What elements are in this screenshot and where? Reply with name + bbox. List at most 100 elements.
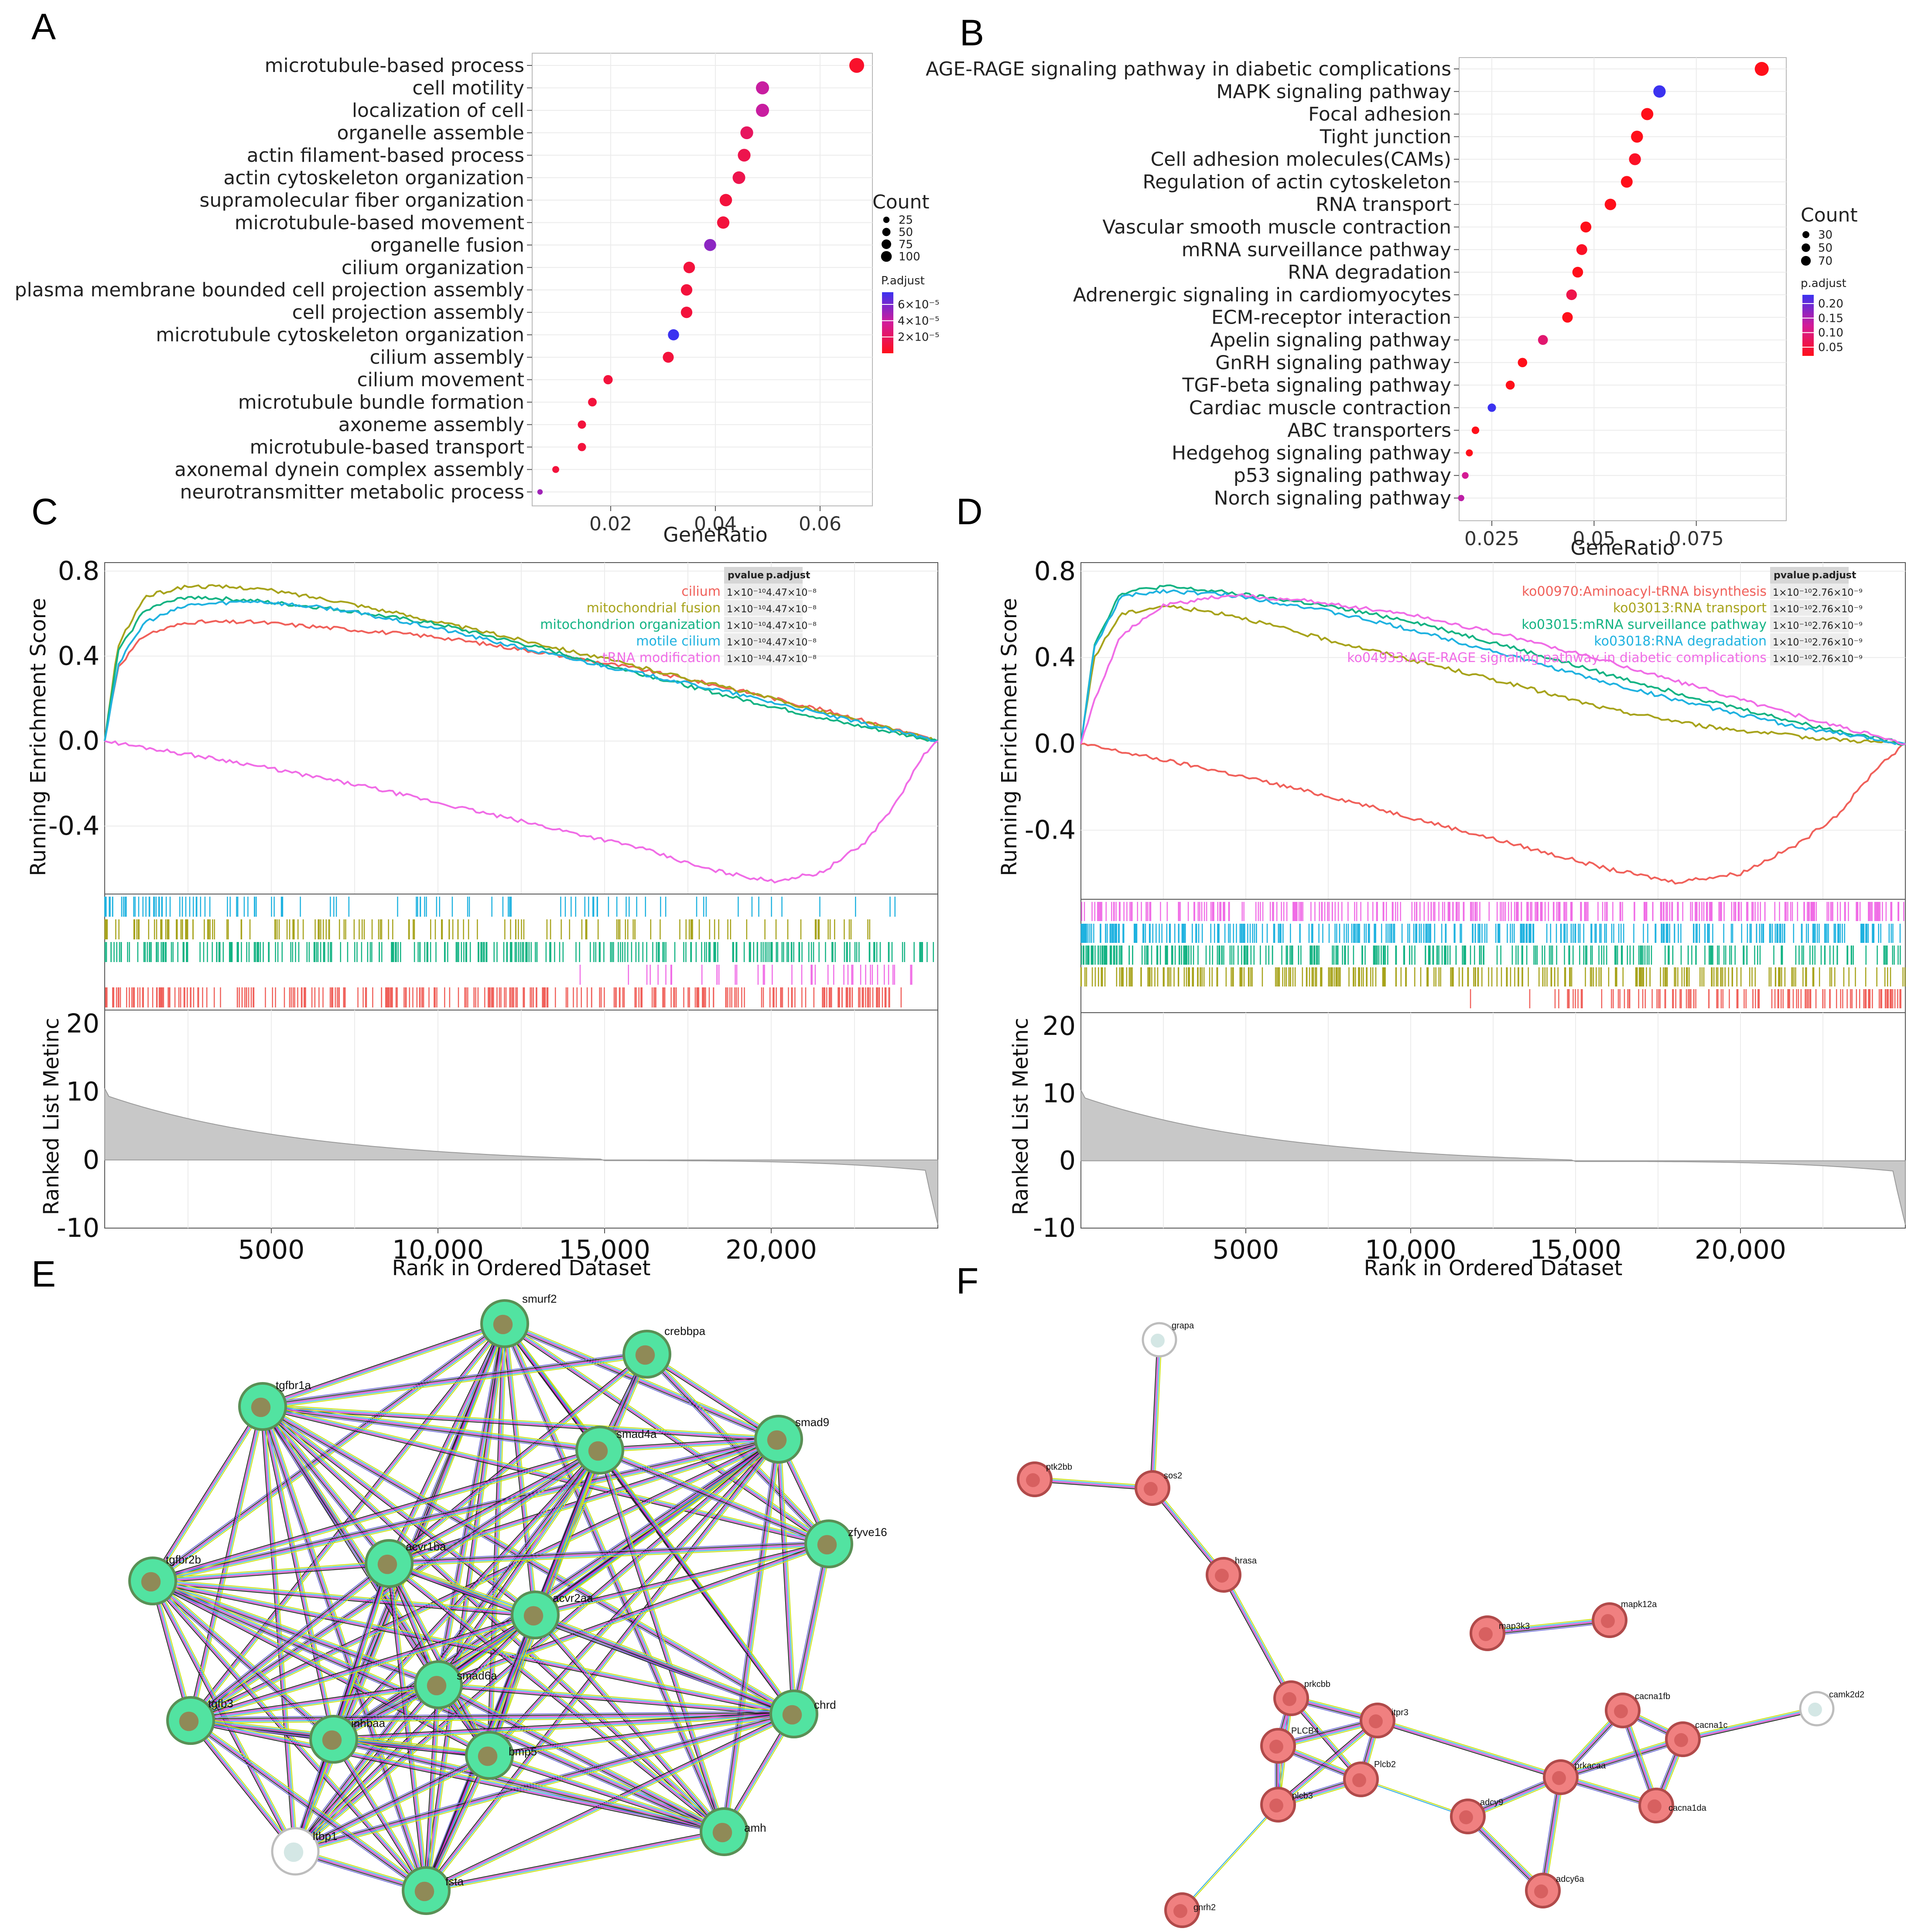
- panel-d-x-axis-title: Rank in Ordered Dataset: [1364, 1256, 1623, 1280]
- node-label-prkacaa: prkacaa: [1575, 1761, 1606, 1771]
- dot-microtubule-based-process: [849, 58, 864, 73]
- protein-structure-icon: [1269, 1799, 1283, 1813]
- dot-microtubule-based-transport: [578, 443, 586, 451]
- dot-regulation-of-actin-cytoskeleton: [1621, 176, 1633, 188]
- category-label: microtubule-based transport: [250, 436, 524, 458]
- panel-a-x-axis-title: GeneRatio: [663, 523, 768, 546]
- node-label-chrd: chrd: [814, 1698, 836, 1711]
- dot-plasma-membrane-bounded-cell-projection-assembly: [680, 284, 693, 296]
- size-legend-dot: [1802, 231, 1809, 238]
- edge-crebbpa-tgfbr1a: [262, 1353, 647, 1407]
- legend-header-padjust: p.adjust: [1812, 570, 1856, 581]
- node-label-smurf2: smurf2: [522, 1292, 557, 1305]
- panel-b-color-legend-title: p.adjust: [1801, 277, 1846, 290]
- edge-prkacaa-cacna1c: [1560, 1738, 1683, 1778]
- edge-crebbpa-smad9: [648, 1352, 780, 1438]
- node-label-adcy9: adcy9: [1480, 1798, 1503, 1807]
- edge-smad9-ltbp1: [295, 1439, 780, 1853]
- edge-smurf2-fsta: [427, 1324, 507, 1891]
- edge-smad9-ltbp1: [294, 1437, 778, 1850]
- edge-tgfbr1a-inhbaa: [260, 1406, 332, 1740]
- protein-structure-icon: [588, 1441, 608, 1461]
- edge-smad4a-tgfbr2b: [153, 1450, 600, 1582]
- dot-cardiac-muscle-contraction: [1487, 403, 1496, 412]
- edge-tgfbr1a-tgfbr2b: [154, 1407, 265, 1583]
- edge-bmp5-fsta: [426, 1755, 491, 1891]
- edge-zfyve16-acvr1ba: [389, 1540, 829, 1561]
- x-tick-label: 20,000: [725, 1235, 817, 1265]
- size-legend-label: 100: [899, 250, 920, 263]
- edge-tgfbr2b-chrd: [153, 1580, 794, 1714]
- node-label-amh: amh: [744, 1821, 766, 1834]
- category-label: cilium movement: [357, 369, 524, 391]
- legend-name: mitochondrion organization: [540, 617, 721, 632]
- legend-name: ko03018:RNA degradation: [1594, 634, 1767, 649]
- protein-structure-icon: [1215, 1569, 1229, 1583]
- category-label: cell motility: [412, 77, 524, 99]
- edge-smad9-bmp5: [487, 1437, 778, 1755]
- dot-localization-of-cell: [756, 103, 769, 117]
- edge-smad9-amh: [721, 1438, 776, 1832]
- size-legend-dot: [1802, 243, 1810, 252]
- edge-tgfbr1a-zfyve16: [263, 1405, 829, 1544]
- edge-bmp5-ltbp1: [294, 1754, 489, 1851]
- edge-smad9-tgfb3: [191, 1440, 780, 1723]
- protein-structure-icon: [1808, 1703, 1822, 1717]
- edge-chrd-bmp5: [489, 1714, 794, 1757]
- edge-chrd-tgfb3: [190, 1710, 794, 1718]
- edge-tgfbr1a-smad4a: [262, 1409, 600, 1454]
- edge-tgfbr1a-acvr2aa: [261, 1407, 534, 1617]
- edge-acvr1ba-bmp5: [389, 1563, 491, 1755]
- edge-tgfb3-ltbp1: [188, 1721, 294, 1853]
- edge-smad9-smad4a: [599, 1437, 779, 1449]
- edge-cacna1c-camk2d2: [1683, 1710, 1818, 1742]
- category-label: supramolecular fiber organization: [199, 189, 524, 212]
- edge-ptk2bb-sos2: [1034, 1479, 1152, 1489]
- edge-smad4a-zfyve16: [599, 1449, 829, 1545]
- edge-bmp5-fsta: [425, 1755, 489, 1891]
- edge-acvr1ba-amh: [387, 1564, 723, 1834]
- dot-organelle-assemble: [740, 126, 753, 140]
- edge-smad9-amh: [726, 1439, 782, 1833]
- dot-supramolecular-fiber-organization: [719, 194, 732, 207]
- panel-c-metric-axis-title: Ranked List Metinc: [39, 1018, 64, 1215]
- legend-row-background: [724, 650, 803, 666]
- edge-tgfbr2b-fsta: [150, 1582, 425, 1892]
- panel-a-x-ticks: 0.02 0.04 0.06: [589, 506, 841, 535]
- category-label: microtubule-based movement: [235, 212, 524, 234]
- legend-pvalue: 1×10⁻¹⁰: [1773, 621, 1812, 631]
- dot-microtubule-based-movement: [717, 216, 730, 229]
- panel-d-legend: pvalue p.adjust ko00970:Aminoacyl-tRNA bis…: [1347, 567, 1863, 666]
- edge-smad4a-ltbp1: [293, 1448, 598, 1850]
- dot-ecm-receptor-interaction: [1562, 312, 1573, 323]
- edge-acvr2aa-chrd: [534, 1617, 793, 1717]
- edge-tgfbr2b-chrd: [152, 1581, 794, 1715]
- node-label-acvr2aa: acvr2aa: [553, 1591, 593, 1604]
- edge-smurf2-tgfbr2b: [154, 1325, 507, 1584]
- protein-structure-icon: [523, 1606, 544, 1626]
- size-legend-label: 50: [1818, 242, 1833, 255]
- edge-sos2-hrasa: [1151, 1488, 1224, 1576]
- node-label-gnrh2: gnrh2: [1193, 1903, 1216, 1912]
- category-label: RNA degradation: [1288, 261, 1451, 283]
- edge-bmp5-amh: [490, 1753, 725, 1830]
- edge-smurf2-tgfbr2b: [153, 1324, 506, 1583]
- panel-letter-c: C: [31, 491, 58, 532]
- edge-smurf2-zfyve16: [506, 1321, 831, 1543]
- dot-apelin-signaling-pathway: [1538, 335, 1548, 345]
- edge-smad9-inhbaa: [333, 1439, 779, 1740]
- edge-smurf2-tgfb3: [191, 1324, 507, 1722]
- panel-letter-d: D: [956, 491, 983, 532]
- edge-smad6a-amh: [439, 1682, 726, 1830]
- dot-age-rage-signaling-pathway-in-diabetic-complications: [1754, 62, 1769, 76]
- edge-tgfbr2b-smad6a: [151, 1583, 438, 1688]
- edge-smad4a-ltbp1: [295, 1450, 600, 1852]
- protein-structure-icon: [1601, 1614, 1615, 1628]
- edge-prkacaa-cacna1c: [1559, 1736, 1682, 1775]
- edge-crebbpa-acvr1ba: [388, 1353, 647, 1563]
- edge-bmp5-amh: [489, 1754, 725, 1832]
- edge-zfyve16-acvr2aa: [535, 1545, 830, 1618]
- edge-smad4a-zfyve16: [599, 1451, 829, 1546]
- edge-zfyve16-chrd: [795, 1544, 831, 1714]
- color-legend-label: 0.05: [1818, 341, 1843, 354]
